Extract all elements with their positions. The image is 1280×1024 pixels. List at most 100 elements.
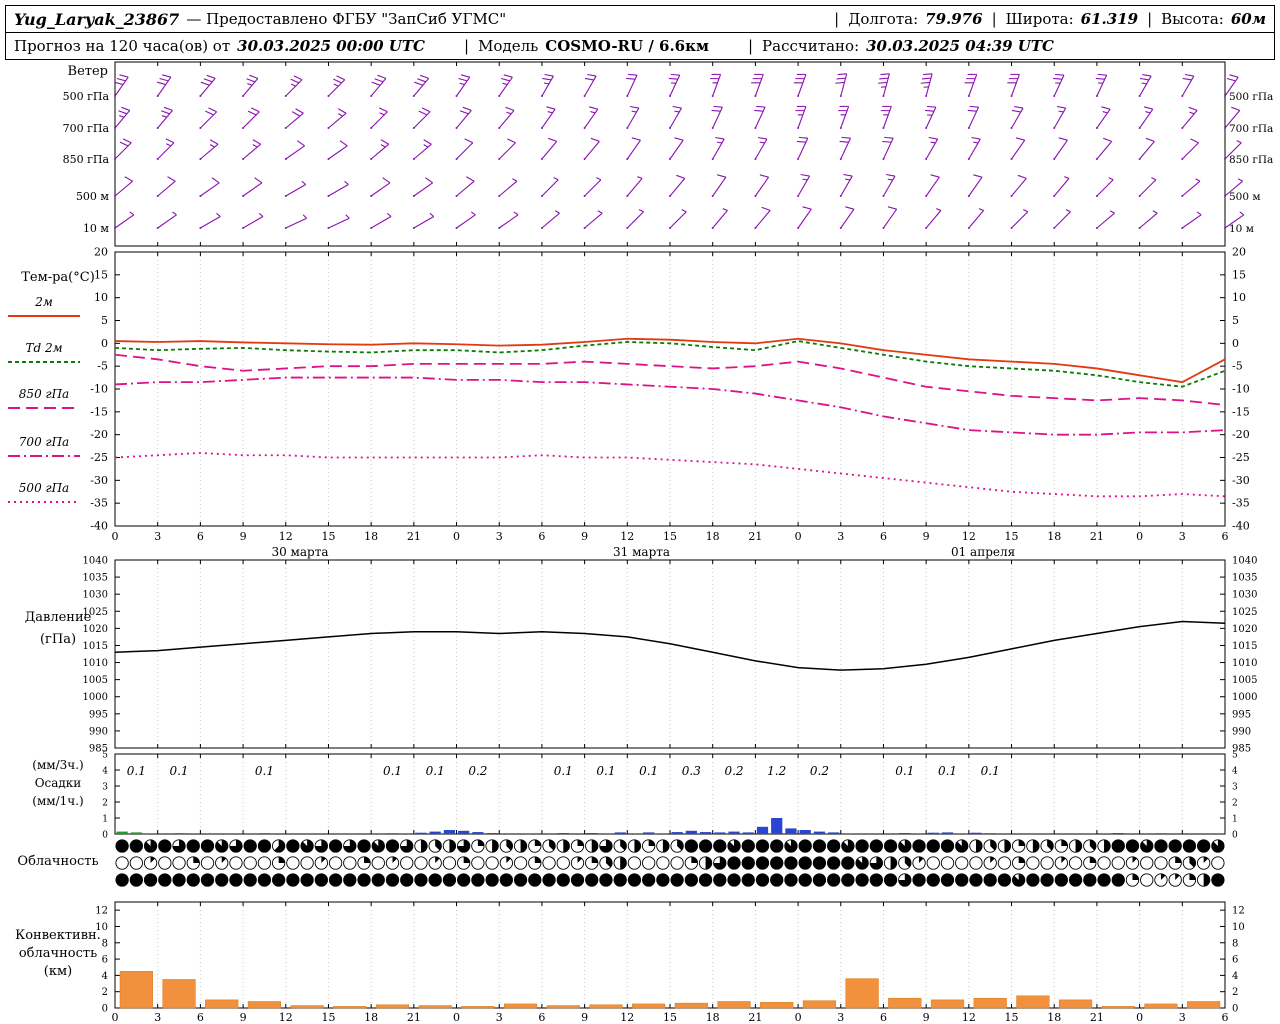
svg-text:12: 12 bbox=[279, 530, 293, 543]
svg-text:850 гПа: 850 гПа bbox=[1229, 154, 1273, 166]
svg-text:1005: 1005 bbox=[83, 675, 108, 686]
svg-text:21: 21 bbox=[1090, 1011, 1104, 1024]
svg-text:0.3: 0.3 bbox=[682, 764, 701, 778]
precip-bar bbox=[1112, 833, 1124, 834]
convective-label-3: (км) bbox=[43, 964, 73, 979]
svg-text:0: 0 bbox=[102, 1004, 108, 1015]
altitude-label: Высота: bbox=[1161, 10, 1224, 28]
svg-text:6: 6 bbox=[1222, 530, 1229, 543]
svg-text:-5: -5 bbox=[1232, 360, 1243, 373]
svg-text:10: 10 bbox=[95, 922, 108, 933]
svg-text:1035: 1035 bbox=[83, 573, 108, 584]
svg-text:0: 0 bbox=[1136, 1011, 1143, 1024]
prec-layer: 0.1 0.1 0.1 0.1 0.1 0.2 0.1 0.1 0.1 0.3 0.2 1.2 0.2 0… bbox=[116, 764, 1167, 834]
svg-text:0: 0 bbox=[795, 1011, 802, 1024]
svg-text:4: 4 bbox=[102, 971, 108, 982]
svg-text:3: 3 bbox=[154, 530, 161, 543]
svg-text:0: 0 bbox=[1136, 530, 1143, 543]
svg-text:21: 21 bbox=[407, 530, 421, 543]
pressure-series bbox=[114, 620, 1226, 671]
svg-text:15: 15 bbox=[663, 530, 677, 543]
svg-text:4: 4 bbox=[1232, 971, 1238, 982]
convective-bar bbox=[290, 1005, 324, 1009]
convective-bar bbox=[845, 978, 879, 1009]
title-bar: Yug_Laryak_23867 — Предоставлено ФГБУ "З… bbox=[6, 6, 1274, 32]
svg-text:0.1: 0.1 bbox=[639, 764, 658, 778]
model-name: COSMO-RU / 6.6км bbox=[545, 37, 709, 55]
precip-bar bbox=[614, 832, 626, 834]
svg-text:-10: -10 bbox=[1232, 383, 1250, 396]
svg-text:0.1: 0.1 bbox=[426, 764, 445, 778]
precip-bar bbox=[671, 832, 683, 834]
svg-text:15: 15 bbox=[321, 530, 335, 543]
svg-text:20: 20 bbox=[1232, 246, 1246, 259]
svg-text:6: 6 bbox=[197, 530, 204, 543]
svg-text:10: 10 bbox=[94, 291, 108, 304]
calc-group: | Рассчитано: 30.03.2025 04:39 UTC bbox=[746, 37, 1054, 55]
precip-bar bbox=[941, 832, 954, 834]
svg-text:3: 3 bbox=[1232, 783, 1238, 793]
precip-bar bbox=[828, 832, 840, 834]
svg-text:18: 18 bbox=[364, 530, 378, 543]
convective-bar bbox=[760, 1002, 794, 1009]
svg-text:0: 0 bbox=[795, 530, 802, 543]
convective-bar bbox=[674, 1002, 708, 1009]
precip-bar bbox=[742, 832, 754, 834]
svg-text:1025: 1025 bbox=[83, 607, 108, 618]
svg-text:12: 12 bbox=[95, 906, 108, 917]
svg-text:2м: 2м bbox=[34, 295, 53, 309]
svg-text:985: 985 bbox=[89, 744, 108, 755]
svg-text:1005: 1005 bbox=[1232, 675, 1257, 686]
svg-text:3: 3 bbox=[154, 1011, 161, 1024]
precip-bar bbox=[1155, 833, 1167, 834]
convective-bar bbox=[1016, 995, 1050, 1009]
convective-bar bbox=[632, 1003, 666, 1009]
precip-bar bbox=[586, 833, 598, 834]
svg-text:21: 21 bbox=[1090, 530, 1104, 543]
svg-text:1030: 1030 bbox=[1232, 590, 1257, 601]
precip-1h-label: (мм/1ч.) bbox=[32, 794, 84, 808]
convective-bar bbox=[375, 1004, 410, 1009]
svg-text:20: 20 bbox=[94, 246, 108, 259]
latitude-value: 61.319 bbox=[1080, 10, 1139, 28]
svg-text:1000: 1000 bbox=[1232, 692, 1257, 703]
svg-text:0.1: 0.1 bbox=[554, 764, 573, 778]
precip-bar bbox=[386, 833, 399, 834]
svg-text:Td 2м: Td 2м bbox=[25, 341, 62, 355]
svg-text:0.1: 0.1 bbox=[255, 764, 274, 778]
svg-text:0.1: 0.1 bbox=[981, 764, 1000, 778]
convective-label-2: облачность bbox=[18, 946, 98, 961]
svg-text:1.2: 1.2 bbox=[767, 764, 786, 778]
longitude-value: 79.976 bbox=[925, 10, 983, 28]
svg-text:2: 2 bbox=[1232, 987, 1238, 998]
svg-text:-20: -20 bbox=[90, 428, 108, 441]
svg-text:3: 3 bbox=[496, 1011, 503, 1024]
temp-series-3 bbox=[114, 376, 1226, 436]
calc-label: Рассчитано: bbox=[762, 37, 860, 55]
separator: | bbox=[747, 37, 754, 55]
pres-layer bbox=[114, 620, 1226, 671]
convective-bar bbox=[461, 1006, 495, 1009]
svg-text:15: 15 bbox=[1005, 530, 1019, 543]
precip-bar bbox=[258, 833, 271, 834]
svg-text:10: 10 bbox=[1232, 291, 1246, 304]
temp-series-0 bbox=[114, 337, 1226, 384]
temp-series-2 bbox=[114, 353, 1226, 406]
svg-text:0: 0 bbox=[453, 1011, 460, 1024]
svg-text:850 гПа: 850 гПа bbox=[19, 387, 69, 401]
svg-text:-25: -25 bbox=[1232, 451, 1250, 464]
svg-text:-30: -30 bbox=[1232, 474, 1250, 487]
svg-text:31 марта: 31 марта bbox=[613, 545, 670, 559]
svg-text:18: 18 bbox=[364, 1011, 378, 1024]
svg-text:2: 2 bbox=[102, 987, 108, 998]
svg-text:15: 15 bbox=[1232, 268, 1246, 281]
svg-text:500 м: 500 м bbox=[1229, 191, 1261, 203]
cloud-layer bbox=[115, 839, 1225, 887]
cloudiness-label: Облачность bbox=[17, 854, 99, 869]
svg-text:-25: -25 bbox=[90, 451, 108, 464]
precip-bar bbox=[728, 831, 740, 834]
precip-bar bbox=[927, 832, 939, 834]
convective-bar bbox=[1058, 999, 1093, 1009]
precip-bar bbox=[899, 833, 911, 834]
convective-bar bbox=[333, 1006, 367, 1009]
